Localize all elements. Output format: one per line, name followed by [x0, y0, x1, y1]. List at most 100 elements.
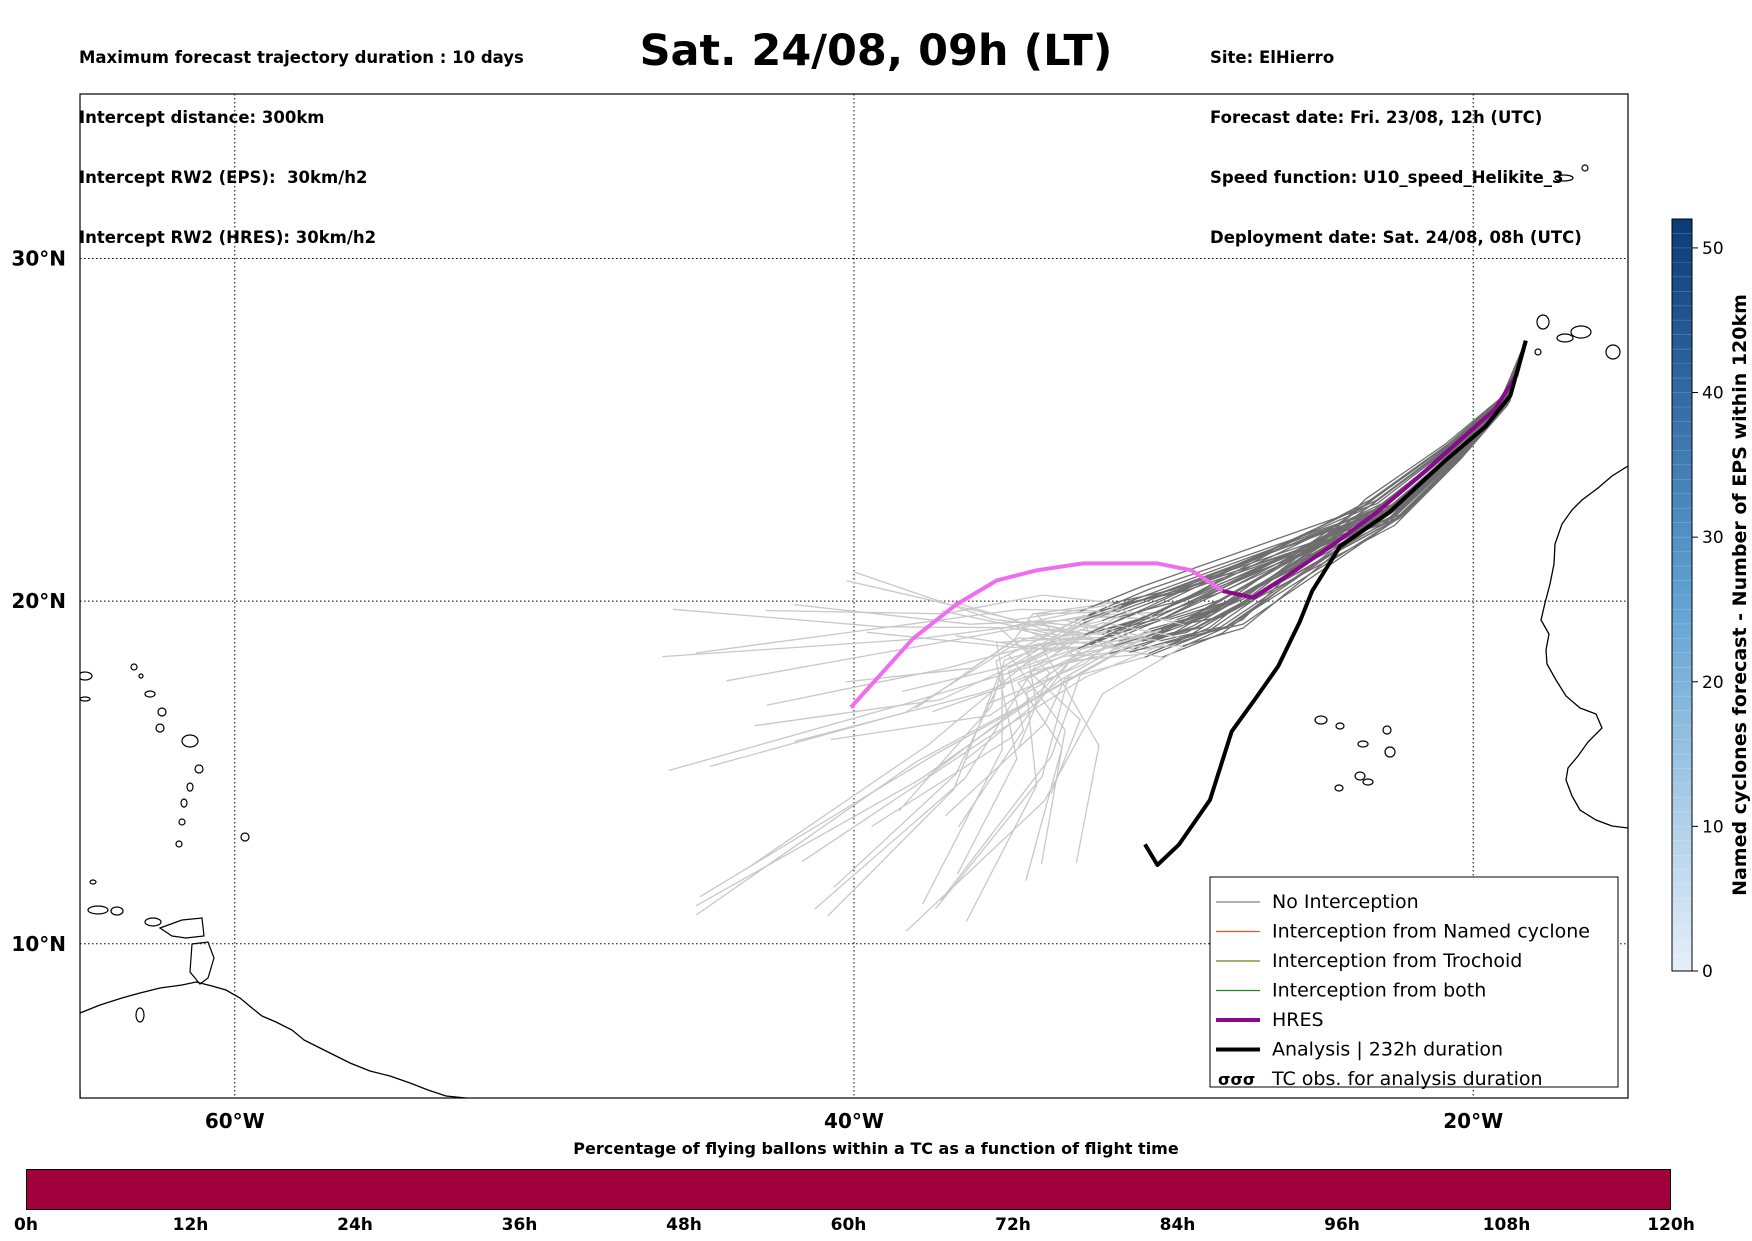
ensemble-track-late [672, 608, 1091, 646]
ensemble-track-early [1165, 340, 1527, 644]
hres-track [1221, 340, 1528, 600]
ensemble-track-early [1109, 340, 1527, 655]
ensemble-track-early [1075, 340, 1527, 621]
island [144, 917, 162, 927]
island [1554, 174, 1574, 182]
axis-tick-labels: 60°W 40°W 20°W 10°N 20°N 30°N [11, 246, 1503, 1133]
ensemble-track-late [846, 580, 1185, 626]
legend-label: HRES [1272, 1009, 1324, 1031]
main-tracks [849, 340, 1528, 867]
legend: No Interception Interception from Named c… [1209, 876, 1619, 1090]
time-bar-tick-label: 96h [1324, 1215, 1360, 1235]
info-line-deployment-date: Deployment date: Sat. 24/08, 08h (UTC) [1210, 228, 1582, 247]
ensemble-track-late [915, 602, 1113, 709]
island [240, 832, 250, 842]
lon-tick-label: 20°W [1443, 1109, 1503, 1133]
ensemble-track-late [751, 624, 1107, 866]
ensemble-track-late [1035, 611, 1117, 673]
ensemble-track-early [1099, 340, 1527, 612]
ensemble-track-late [927, 629, 1162, 778]
time-bar-tick-label: 72h [995, 1215, 1031, 1235]
ensemble-track-late [766, 640, 1120, 706]
island [186, 782, 194, 792]
colorbar-tick-label: 20 [1702, 673, 1724, 693]
colorbar-tick-label: 0 [1702, 962, 1713, 982]
lat-tick-label: 30°N [11, 246, 66, 270]
ensemble-track-late [765, 594, 1123, 615]
ensemble-track-late [801, 642, 1167, 863]
ensemble-track-late [922, 619, 1083, 905]
island [181, 734, 199, 748]
island [1556, 333, 1574, 343]
legend-label: Interception from both [1272, 980, 1486, 1002]
time-bar-tick-label: 36h [501, 1215, 538, 1235]
ensemble-track-early [1118, 340, 1527, 642]
colorbar-tick-label: 50 [1702, 239, 1724, 259]
ensemble-track-late [965, 647, 1108, 922]
legend-label: Analysis | 232h duration [1272, 1039, 1503, 1061]
ensemble-trajectories [662, 340, 1527, 932]
colorbar-tick-label: 40 [1702, 384, 1724, 404]
coastline [80, 981, 467, 1098]
island [1605, 344, 1621, 360]
ensemble-track-early [1088, 340, 1527, 616]
hres-track-late [849, 561, 1224, 709]
cyclone-icon: σσσ [1218, 1070, 1255, 1089]
island [175, 840, 183, 848]
ensemble-track-late [898, 634, 1085, 812]
ensemble-track-late [905, 646, 1184, 932]
ensemble-track-early [1079, 340, 1527, 626]
ensemble-track-early [1182, 340, 1527, 648]
ensemble-track-late [1007, 614, 1089, 864]
island [1334, 784, 1344, 792]
ensemble-track-early [1142, 340, 1527, 642]
param-line-rw2-hres: Intercept RW2 (HRES): 30km/h2 [79, 228, 377, 247]
ensemble-track-late [941, 610, 1184, 639]
lon-tick-label: 60°W [205, 1109, 265, 1133]
ensemble-track-late [833, 648, 1079, 888]
coastlines [80, 164, 1628, 1098]
colorbar-tick-label: 10 [1702, 817, 1724, 837]
island [178, 818, 186, 826]
lon-tick-label: 40°W [824, 1109, 884, 1133]
island [80, 696, 91, 702]
island [1357, 740, 1369, 748]
island [144, 690, 156, 698]
time-bar-title: Percentage of flying ballons within a TC… [573, 1139, 1179, 1158]
time-bar-tick-label: 84h [1159, 1215, 1196, 1235]
island [87, 905, 109, 915]
island [1354, 771, 1366, 781]
island [1335, 722, 1345, 730]
ensemble-track-early [1122, 340, 1527, 605]
ensemble-track-late [944, 656, 1145, 817]
ensemble-track-early [1148, 340, 1527, 655]
coastline [1540, 465, 1628, 829]
ensemble-track-early [1148, 340, 1527, 630]
legend-box [1209, 876, 1619, 1088]
island [138, 673, 144, 679]
param-line-rw2-eps: Intercept RW2 (EPS): 30km/h2 [79, 168, 368, 187]
island [1382, 725, 1392, 735]
colorbar-tick-label: 30 [1702, 528, 1724, 548]
island [158, 917, 205, 939]
legend-label: No Interception [1272, 891, 1419, 913]
island [180, 798, 188, 808]
time-bar-tick-label: 108h [1482, 1215, 1531, 1235]
island [89, 879, 97, 885]
time-bar-tick-label: 48h [666, 1215, 702, 1235]
island [80, 671, 93, 681]
island [194, 764, 204, 774]
ensemble-track-early [1160, 340, 1527, 642]
legend-label: Interception from Trochoid [1272, 950, 1522, 972]
island [130, 663, 138, 671]
ensemble-track-late [695, 632, 1145, 907]
time-bar-tick-label: 0h [14, 1215, 38, 1235]
ensemble-track-early [1084, 340, 1527, 636]
island [189, 941, 215, 985]
colorbar-gradient [1671, 218, 1693, 972]
island [1581, 164, 1589, 172]
time-bar-tick-label: 60h [830, 1215, 867, 1235]
island [157, 707, 167, 717]
time-bar-tick-label: 120h [1647, 1215, 1695, 1235]
